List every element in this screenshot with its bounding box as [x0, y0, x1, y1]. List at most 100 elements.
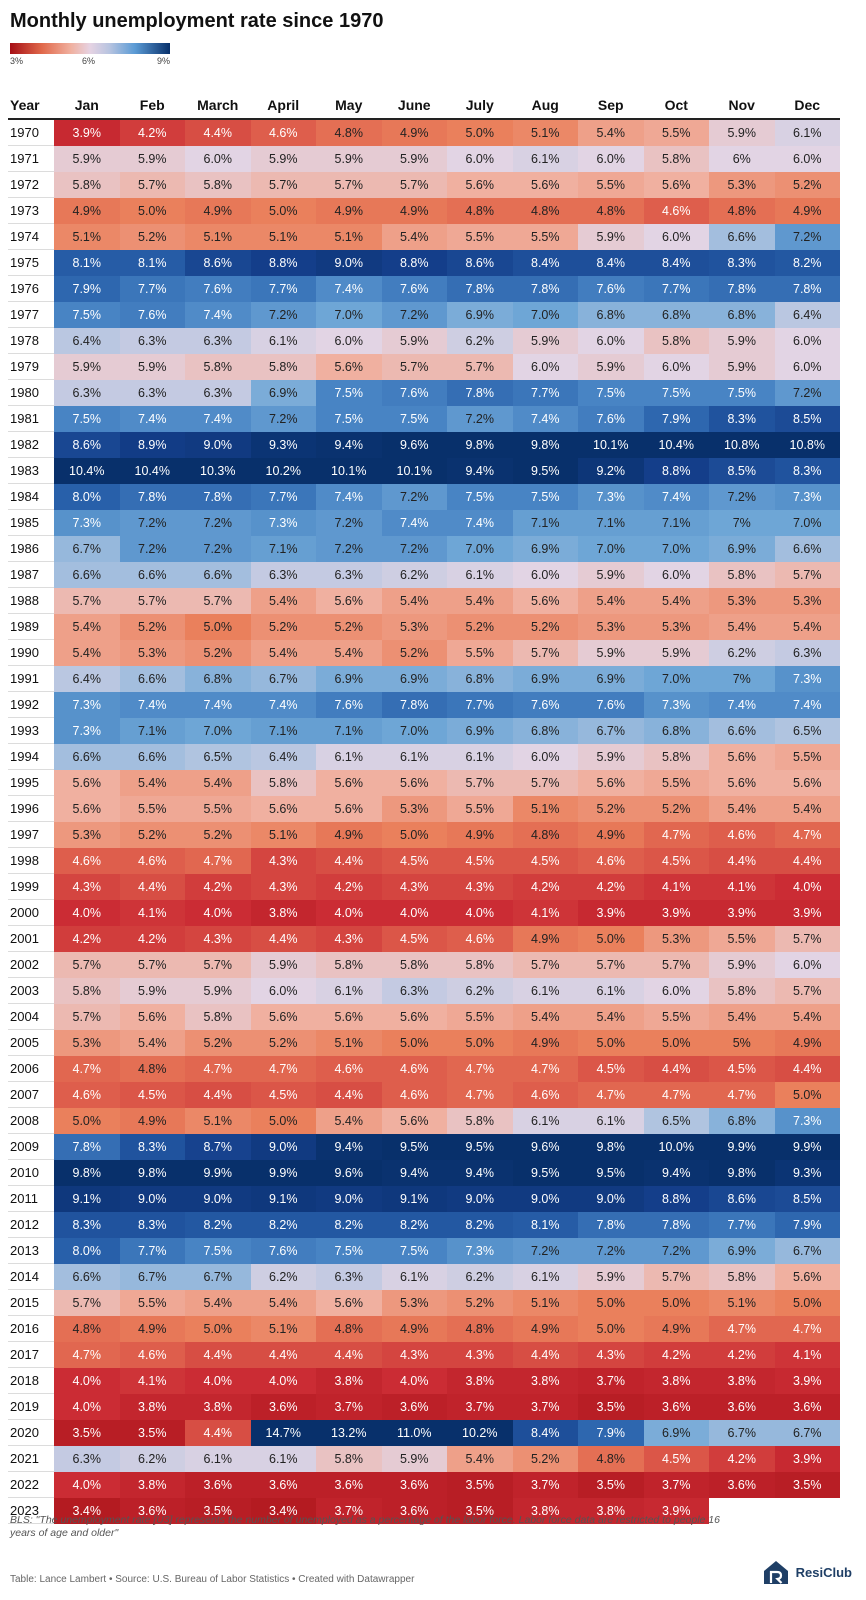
rate-cell: 4.4% [185, 119, 251, 146]
rate-cell: 7.7% [119, 275, 185, 302]
rate-cell: 4.6% [119, 847, 185, 874]
rate-cell: 4.4% [512, 1341, 578, 1368]
rate-cell: 6.4% [774, 301, 840, 328]
rate-cell: 5.5% [709, 925, 775, 952]
rate-cell: 4.9% [381, 1315, 447, 1342]
rate-cell: 9.4% [643, 1159, 709, 1186]
rate-cell: 5.7% [578, 951, 644, 978]
rate-cell: 5.0% [774, 1081, 840, 1108]
rate-cell: 7.9% [774, 1211, 840, 1238]
rate-cell: 6.6% [119, 743, 185, 770]
rate-cell: 6.6% [54, 561, 120, 588]
rate-cell: 9.5% [578, 1159, 644, 1186]
rate-cell: 5.0% [578, 1315, 644, 1342]
rate-cell: 6.6% [54, 1263, 120, 1290]
rate-cell: 8.2% [381, 1211, 447, 1238]
rate-cell: 4.9% [447, 821, 513, 848]
rate-cell: 8.5% [774, 1185, 840, 1212]
rate-cell: 6.3% [316, 561, 382, 588]
rate-cell: 5.7% [185, 587, 251, 614]
rate-cell: 8.8% [643, 1185, 709, 1212]
rate-cell: 6.1% [512, 1263, 578, 1290]
rate-cell: 13.2% [316, 1419, 382, 1446]
rate-cell: 8.6% [54, 431, 120, 458]
rate-cell: 4.2% [643, 1341, 709, 1368]
rate-cell: 3.8% [185, 1393, 251, 1420]
year-cell: 2018 [8, 1367, 54, 1394]
rate-cell: 6.0% [643, 977, 709, 1004]
rate-cell: 6.4% [54, 327, 120, 354]
rate-cell: 8.3% [774, 457, 840, 484]
rate-cell: 6.5% [643, 1107, 709, 1134]
rate-cell: 4.5% [250, 1081, 316, 1108]
rate-cell: 3.5% [447, 1497, 513, 1524]
rate-cell: 4.9% [185, 197, 251, 224]
rate-cell: 4.9% [381, 119, 447, 146]
rate-cell: 5.4% [774, 1003, 840, 1030]
rate-cell: 4.2% [119, 925, 185, 952]
rate-cell: 9.9% [774, 1133, 840, 1160]
rate-cell: 7.8% [447, 379, 513, 406]
rate-cell: 6.1% [578, 977, 644, 1004]
rate-cell: 6.3% [119, 327, 185, 354]
rate-cell: 5.7% [643, 951, 709, 978]
rate-cell: 5.5% [447, 1003, 513, 1030]
rate-cell: 4.5% [578, 1055, 644, 1082]
year-cell: 1979 [8, 353, 54, 380]
rate-cell: 8.3% [709, 249, 775, 276]
rate-cell: 6.8% [643, 301, 709, 328]
table-row: 1977 7.5% 7.6% 7.4% 7.2% 7.0% 7.2% 6.9% 7.0% 6.8%… [8, 301, 840, 328]
rate-cell: 7.5% [447, 483, 513, 510]
rate-cell: 5.4% [316, 1107, 382, 1134]
rate-cell: 5.1% [512, 1289, 578, 1316]
rate-cell: 9.6% [316, 1159, 382, 1186]
table-row: 1987 6.6% 6.6% 6.6% 6.3% 6.3% 6.2% 6.1% 6.0% 5.9%… [8, 561, 840, 588]
year-cell: 2012 [8, 1211, 54, 1238]
year-cell: 1970 [8, 119, 54, 146]
rate-cell: 4.7% [774, 821, 840, 848]
rate-cell: 6.6% [709, 223, 775, 250]
year-cell: 1978 [8, 327, 54, 354]
rate-cell: 6.0% [643, 223, 709, 250]
rate-cell [775, 1498, 841, 1524]
rate-cell: 4.0% [54, 1367, 120, 1394]
rate-cell: 5.5% [447, 223, 513, 250]
rate-cell: 6.6% [185, 561, 251, 588]
table-row: 1984 8.0% 7.8% 7.8% 7.7% 7.4% 7.2% 7.5% 7.5% 7.3%… [8, 483, 840, 510]
year-cell: 2009 [8, 1133, 54, 1160]
rate-cell: 9.4% [447, 457, 513, 484]
rate-cell: 5.5% [643, 119, 709, 146]
rate-cell: 6.7% [774, 1419, 840, 1446]
rate-cell: 5.8% [381, 951, 447, 978]
rate-cell: 7.2% [119, 509, 185, 536]
rate-cell: 3.9% [774, 1445, 840, 1472]
rate-cell: 7.2% [381, 483, 447, 510]
rate-cell: 5.7% [185, 951, 251, 978]
rate-cell: 4.7% [54, 1055, 120, 1082]
rate-cell: 7.2% [774, 379, 840, 406]
rate-cell: 4.7% [54, 1341, 120, 1368]
rate-cell: 5.2% [381, 639, 447, 666]
rate-cell: 6.0% [578, 327, 644, 354]
rate-cell: 4.8% [119, 1055, 185, 1082]
rate-cell: 4.9% [316, 197, 382, 224]
year-cell: 1998 [8, 847, 54, 874]
rate-cell: 6.5% [774, 717, 840, 744]
rate-cell: 5.4% [185, 769, 251, 796]
rate-cell: 11.0% [381, 1419, 447, 1446]
rate-cell: 9.0% [578, 1185, 644, 1212]
rate-cell: 5.3% [643, 613, 709, 640]
rate-cell: 3.6% [381, 1393, 447, 1420]
rate-cell: 3.9% [774, 899, 840, 926]
year-cell: 1995 [8, 769, 54, 796]
rate-cell: 4.4% [119, 873, 185, 900]
rate-cell: 7.1% [119, 717, 185, 744]
rate-cell: 5.0% [578, 925, 644, 952]
rate-cell: 10.4% [119, 457, 185, 484]
rate-cell: 6.0% [643, 561, 709, 588]
rate-cell: 6.9% [578, 665, 644, 692]
rate-cell: 6.9% [512, 665, 578, 692]
legend-max-label: 9% [156, 56, 170, 66]
rate-cell: 6.1% [512, 145, 578, 172]
rate-cell: 8.8% [381, 249, 447, 276]
